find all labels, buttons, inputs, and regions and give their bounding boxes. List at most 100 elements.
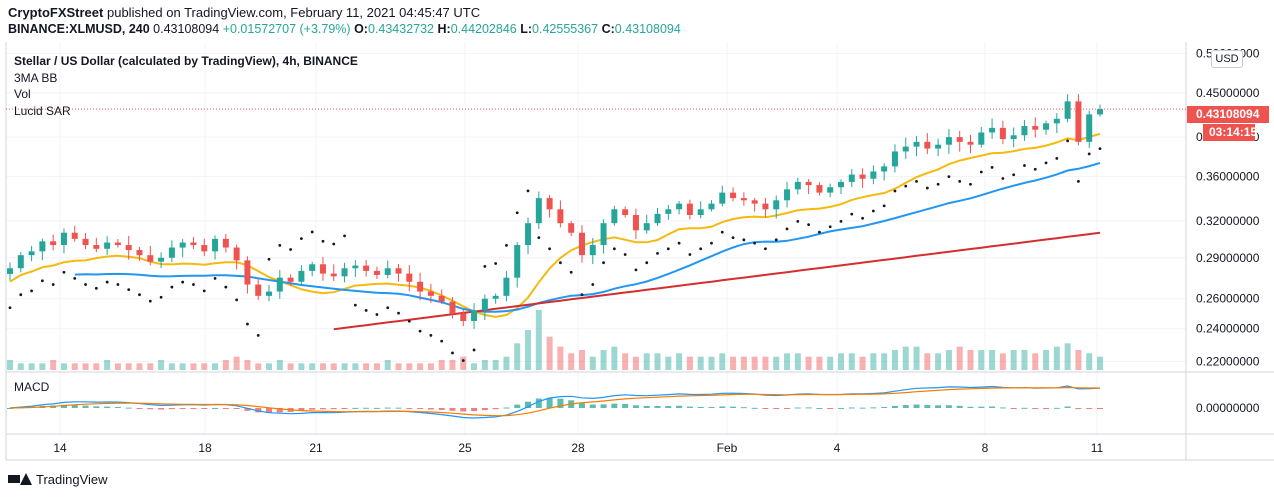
candle-body <box>891 151 898 167</box>
candle-body <box>212 238 219 252</box>
candle-body <box>848 174 855 182</box>
macd-histogram-bar <box>309 408 316 410</box>
macd-histogram-bar <box>881 407 888 409</box>
volume-bar <box>622 353 629 370</box>
candle-body <box>201 245 208 252</box>
volume-bar <box>298 363 305 370</box>
macd-histogram-bar <box>535 398 542 408</box>
macd-histogram-bar <box>438 408 445 411</box>
macd-histogram-bar <box>784 408 791 409</box>
candle-body <box>578 232 585 256</box>
candle-body <box>449 301 456 314</box>
macd-histogram-bar <box>902 405 909 408</box>
volume-bar <box>71 363 78 370</box>
candle-body <box>611 209 618 224</box>
sar-dot <box>19 293 23 297</box>
volume-bar <box>168 363 175 370</box>
footer: TradingView <box>8 472 108 487</box>
axes: 0.500000000.450000000.400000000.36000000… <box>5 42 1274 461</box>
macd-histogram-bar <box>222 408 229 409</box>
volume-bar <box>546 336 553 370</box>
sar-dot <box>84 283 87 286</box>
volume-bar <box>999 353 1006 370</box>
time-axis-label: 18 <box>198 441 212 455</box>
macd-histogram-bar <box>1021 407 1028 409</box>
macd-histogram-bar <box>1097 408 1103 409</box>
volume-bar <box>39 363 46 370</box>
macd-histogram-bar <box>190 408 197 409</box>
sar-dot <box>699 247 703 251</box>
volume-bar <box>384 360 391 370</box>
sar-dot <box>1033 167 1037 171</box>
publish-line: CryptoFXStreet published on TradingView.… <box>8 5 480 20</box>
volume-bar <box>578 350 585 370</box>
candle-body <box>168 247 175 258</box>
candle-body <box>676 203 683 210</box>
indicator-macd[interactable]: MACD <box>14 380 50 394</box>
volume-bar <box>881 353 888 370</box>
sar-dot <box>580 293 584 297</box>
sar-dot <box>602 261 605 265</box>
publisher-name[interactable]: CryptoFXStreet <box>8 5 104 20</box>
macd-histogram-bar <box>7 408 13 409</box>
candle-body <box>827 187 834 193</box>
last-price: 0.43108094 <box>153 22 220 36</box>
sar-dot <box>1044 161 1048 165</box>
currency-button[interactable]: USD <box>1211 50 1243 68</box>
candle-body <box>319 264 326 274</box>
volume-bar <box>373 363 380 370</box>
candle-body <box>1053 118 1060 124</box>
price-axis-bg <box>1186 42 1274 434</box>
sar-dot <box>505 243 508 247</box>
volume-bar <box>503 356 510 370</box>
sar-dot <box>753 241 757 245</box>
macd-histogram-bar <box>546 397 553 408</box>
candle-body <box>751 200 758 204</box>
sar-dot <box>192 283 195 286</box>
macd-histogram-bar <box>341 408 348 409</box>
close-label: C: <box>601 22 615 36</box>
sar-dot <box>796 220 800 223</box>
macd-histogram-bar <box>1075 408 1082 410</box>
macd-histogram-bar <box>384 407 391 409</box>
candle-body <box>859 174 866 179</box>
sar-dot <box>1023 164 1026 167</box>
footer-brand[interactable]: TradingView <box>36 472 108 487</box>
volume-bar <box>190 363 197 370</box>
candle-body <box>622 209 629 216</box>
volume-bar <box>114 363 121 370</box>
candle-body <box>244 260 251 285</box>
candle-body <box>730 192 737 199</box>
candle-body <box>557 209 564 224</box>
volume-bar <box>1075 350 1082 370</box>
sar-dot <box>224 285 228 289</box>
volume-bar <box>341 363 348 370</box>
volume-bar <box>125 363 132 370</box>
price-axis-label: 0.36000000 <box>1196 170 1260 184</box>
macd-histogram-bar <box>1032 408 1039 409</box>
macd-histogram-bar <box>492 408 499 410</box>
indicator-lucid-sar[interactable]: Lucid SAR <box>14 104 71 118</box>
macd-histogram-bar <box>859 407 866 409</box>
macd-histogram-bar <box>363 407 370 409</box>
macd-histogram-bar <box>891 405 898 408</box>
candle-body <box>438 295 445 302</box>
macd-histogram-bar <box>805 407 812 409</box>
time-axis-label: 25 <box>458 441 472 455</box>
sar-dot <box>764 247 767 251</box>
moving-averages <box>9 132 1101 331</box>
indicator-vol[interactable]: Vol <box>14 87 31 101</box>
indicator-3ma-bb[interactable]: 3MA BB <box>14 71 58 85</box>
sar-dot <box>407 319 411 323</box>
volume-bar <box>859 356 866 370</box>
sar-dot <box>990 165 994 169</box>
macd-histogram-bar <box>417 408 424 409</box>
candle-body <box>406 273 413 282</box>
macd-histogram-bar <box>1043 408 1050 409</box>
candle-body <box>266 291 273 296</box>
sar-dot <box>915 179 918 183</box>
time-axis-label: 11 <box>1091 441 1104 455</box>
macd-histogram-bar <box>935 405 942 408</box>
macd-histogram-bar <box>449 408 456 411</box>
